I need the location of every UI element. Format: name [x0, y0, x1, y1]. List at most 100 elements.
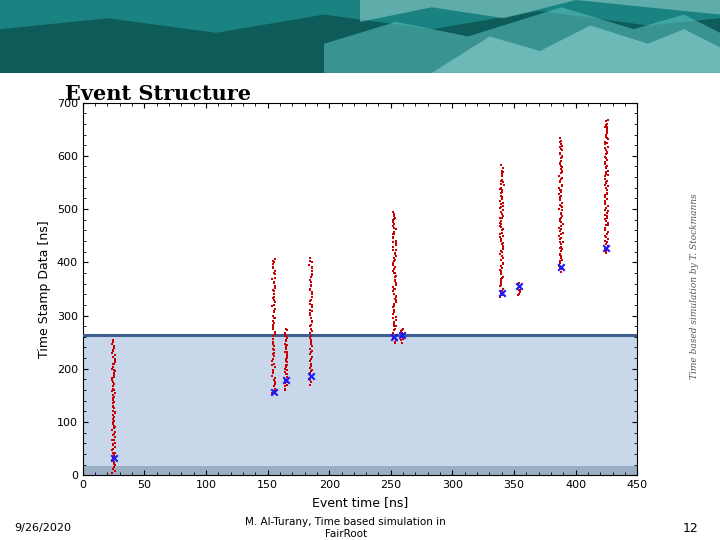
Point [495, 275, 507, 284]
Point [388, 308, 400, 317]
Point [280, 345, 292, 353]
Point [554, 204, 565, 213]
Point [556, 206, 567, 214]
Point [388, 322, 400, 331]
Point [305, 349, 316, 358]
Point [599, 214, 611, 223]
Text: 12: 12 [683, 522, 698, 535]
Point [514, 288, 526, 297]
Point [267, 345, 279, 353]
Point [282, 326, 293, 335]
Point [305, 355, 316, 364]
Point [305, 295, 317, 304]
Point [555, 185, 567, 194]
Point [601, 212, 613, 220]
Point [556, 182, 567, 191]
Point [600, 244, 612, 252]
Point [269, 308, 280, 316]
Point [107, 390, 119, 399]
Point [495, 197, 506, 205]
Point [555, 136, 567, 145]
PathPatch shape [360, 0, 720, 22]
Point [305, 345, 316, 353]
Point [389, 320, 400, 328]
Point [305, 367, 316, 376]
Point [389, 285, 400, 293]
Point [107, 335, 119, 344]
Point [495, 202, 507, 211]
Point [497, 273, 508, 281]
Point [601, 123, 613, 132]
Point [390, 249, 401, 258]
Point [495, 279, 507, 287]
Point [554, 172, 565, 180]
Point [389, 224, 400, 233]
Point [109, 422, 120, 431]
Point [389, 333, 400, 341]
Point [107, 395, 119, 404]
Point [269, 278, 280, 286]
Point [280, 335, 292, 344]
Point [306, 269, 318, 278]
Point [306, 258, 318, 267]
Point [498, 260, 509, 268]
Point [496, 291, 508, 299]
Point [109, 433, 121, 442]
Point [266, 361, 278, 369]
Point [496, 172, 508, 181]
Point [495, 179, 507, 188]
Point [108, 458, 120, 467]
Point [554, 237, 566, 246]
Point [602, 227, 613, 236]
Point [390, 249, 401, 258]
Point [107, 362, 119, 371]
Point [388, 261, 400, 269]
PathPatch shape [0, 0, 720, 33]
Point [304, 374, 315, 383]
Point [557, 180, 568, 189]
Point [599, 158, 611, 166]
Point [266, 388, 278, 397]
Point [388, 230, 400, 238]
Point [108, 413, 120, 421]
Point [603, 171, 614, 179]
Point [494, 219, 505, 227]
Point [304, 260, 315, 269]
Point [107, 399, 119, 408]
Point [498, 163, 509, 172]
Point [556, 169, 567, 178]
Point [267, 262, 279, 271]
Point [599, 245, 611, 253]
Point [388, 227, 400, 236]
Point [109, 358, 121, 367]
Point [602, 134, 613, 143]
Point [307, 342, 318, 350]
Point [269, 292, 280, 301]
Point [109, 451, 120, 460]
Point [555, 222, 567, 231]
Point [496, 287, 508, 295]
Text: M. Al-Turany, Time based simulation in
FairRoot: M. Al-Turany, Time based simulation in F… [246, 517, 446, 539]
Point [107, 384, 119, 393]
Point [306, 318, 318, 327]
Point [107, 338, 119, 347]
Point [496, 187, 508, 196]
Point [514, 286, 526, 294]
Point [305, 272, 317, 281]
Point [555, 162, 567, 171]
Point [495, 185, 506, 194]
Point [268, 319, 279, 327]
Point [280, 342, 292, 350]
Point [554, 200, 566, 209]
Point [269, 385, 281, 394]
Point [269, 328, 281, 337]
Point [600, 210, 611, 219]
Point [497, 168, 508, 177]
Point [599, 181, 611, 190]
Point [307, 288, 318, 296]
Point [554, 217, 565, 225]
Point [555, 157, 567, 165]
Y-axis label: Time Stamp Data [ns]: Time Stamp Data [ns] [38, 220, 51, 357]
Point [496, 210, 508, 218]
Point [497, 164, 508, 173]
